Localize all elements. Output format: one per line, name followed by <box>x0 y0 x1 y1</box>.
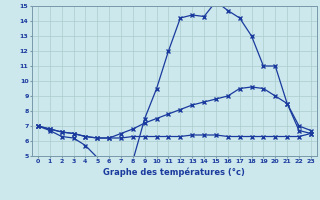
X-axis label: Graphe des températures (°c): Graphe des températures (°c) <box>103 167 245 177</box>
